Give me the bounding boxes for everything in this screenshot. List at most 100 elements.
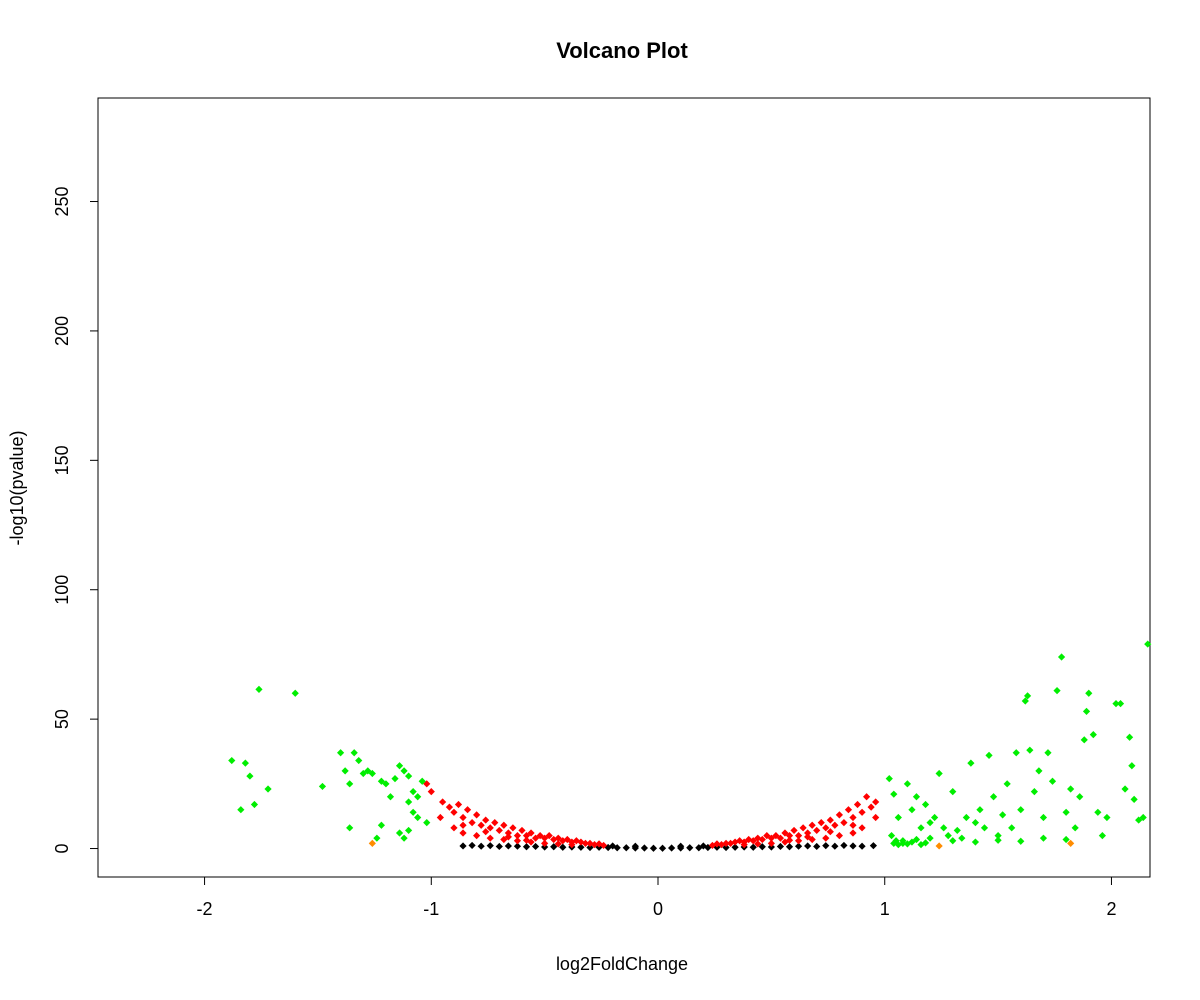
data-point [813,826,821,835]
data-point [1035,767,1043,775]
data-point [962,813,970,822]
data-point [862,793,871,801]
data-point [255,685,263,693]
data-point [445,803,454,811]
data-point [541,839,549,847]
data-point [486,824,494,832]
plot-frame [97,97,1151,878]
data-point [758,835,766,844]
data-point [949,837,957,845]
data-point [1062,835,1070,844]
data-point [550,835,558,844]
data-point [391,775,399,783]
data-point [373,834,381,842]
data-point [999,811,1007,819]
data-point [482,828,490,836]
data-point [935,842,943,850]
data-point [835,811,843,819]
data-point [1144,640,1152,648]
data-point [940,824,948,832]
data-point [318,782,327,791]
data-point [649,844,658,852]
data-point [790,826,798,835]
data-point [1067,839,1075,847]
data-point [545,831,553,840]
data-point [994,836,1002,844]
data-point [668,844,676,852]
data-point [794,837,803,845]
data-point [826,816,834,824]
data-point [899,837,907,845]
data-point [917,841,925,849]
data-point [414,793,422,801]
data-point [246,772,254,780]
data-point [1080,736,1088,744]
data-point [459,813,467,822]
data-point [935,769,943,778]
data-point [1026,746,1034,754]
chart-title: Volcano Plot [556,38,688,63]
data-point [1021,697,1029,705]
data-point [241,759,249,767]
data-point [346,780,354,788]
data-point [522,831,531,840]
data-point [849,821,857,829]
data-point [622,844,630,852]
data-point [989,793,998,801]
data-point [740,841,748,849]
data-point [513,842,522,850]
data-point [473,811,481,819]
data-point [849,842,857,850]
data-point [1003,780,1011,788]
data-point [1017,837,1025,845]
data-point [409,808,417,816]
data-point [418,777,426,785]
data-point [568,841,576,849]
data-point [468,819,476,827]
data-point [926,819,934,827]
data-point [346,824,354,832]
data-point [536,831,544,840]
data-point [1017,806,1025,814]
data-point [785,831,794,840]
data-point [767,843,775,851]
data-point [885,775,893,783]
data-point [482,816,490,824]
data-point [1128,762,1136,770]
y-tick-label: 50 [52,709,72,729]
data-point [1062,808,1070,816]
data-point [867,803,875,811]
data-point [450,808,458,816]
data-point [794,842,803,850]
y-tick-label: 250 [52,186,72,216]
data-point [758,843,766,851]
data-point [405,798,413,806]
data-point [840,819,848,827]
data-point [405,826,413,835]
data-point [504,842,512,850]
data-point [858,824,866,832]
data-point [926,834,934,842]
data-point [817,819,825,827]
data-point [577,843,585,851]
data-point [887,831,896,840]
data-point [1098,831,1106,840]
data-point [804,842,812,850]
data-point [699,842,707,850]
data-point [903,840,912,848]
data-point [513,837,522,845]
data-point [1039,834,1048,842]
data-point [495,826,503,835]
data-point [749,837,757,845]
data-point [763,831,771,840]
data-point [473,831,481,840]
data-point [228,756,236,765]
data-point [477,842,485,850]
data-point [581,839,590,847]
data-point [908,806,916,814]
data-point [554,840,562,848]
data-point [831,821,839,829]
y-axis: 0 50 100 150 200 250 [52,186,98,854]
data-point [1048,777,1057,785]
